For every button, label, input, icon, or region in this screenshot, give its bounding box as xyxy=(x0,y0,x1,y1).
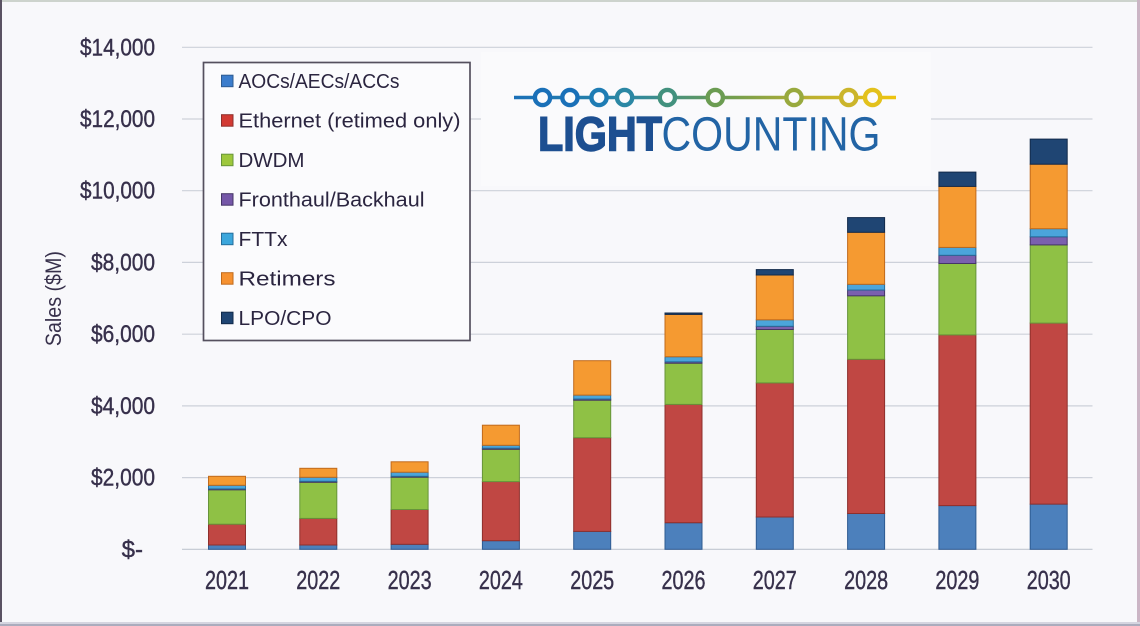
svg-text:$6,000: $6,000 xyxy=(91,321,155,348)
svg-text:$-: $- xyxy=(122,536,143,563)
svg-text:2022: 2022 xyxy=(296,567,340,595)
svg-text:DWDM: DWDM xyxy=(239,149,305,172)
svg-text:$12,000: $12,000 xyxy=(80,106,155,133)
svg-text:2030: 2030 xyxy=(1027,567,1071,595)
svg-text:Fronthaul/Backhaul: Fronthaul/Backhaul xyxy=(239,189,425,212)
svg-text:2024: 2024 xyxy=(479,567,523,595)
svg-text:COUNTING: COUNTING xyxy=(662,109,881,162)
svg-text:2026: 2026 xyxy=(662,567,706,595)
svg-text:2029: 2029 xyxy=(935,567,979,595)
svg-text:LIGHT: LIGHT xyxy=(538,109,662,162)
svg-text:2023: 2023 xyxy=(388,567,432,595)
svg-text:2025: 2025 xyxy=(570,567,614,595)
svg-text:$8,000: $8,000 xyxy=(91,249,155,276)
svg-text:$4,000: $4,000 xyxy=(91,393,155,420)
svg-text:2021: 2021 xyxy=(205,567,249,595)
svg-text:FTTx: FTTx xyxy=(239,228,289,251)
svg-text:$10,000: $10,000 xyxy=(80,178,155,205)
svg-text:Ethernet (retimed only): Ethernet (retimed only) xyxy=(239,110,461,133)
svg-text:LPO/CPO: LPO/CPO xyxy=(239,307,332,330)
svg-text:$2,000: $2,000 xyxy=(91,465,155,492)
svg-text:AOCs/AECs/ACCs: AOCs/AECs/ACCs xyxy=(239,70,400,93)
svg-text:Retimers: Retimers xyxy=(239,268,336,291)
svg-text:2027: 2027 xyxy=(753,567,797,595)
svg-text:$14,000: $14,000 xyxy=(80,34,155,61)
svg-text:2028: 2028 xyxy=(844,567,888,595)
svg-text:Sales ($M): Sales ($M) xyxy=(41,251,66,346)
